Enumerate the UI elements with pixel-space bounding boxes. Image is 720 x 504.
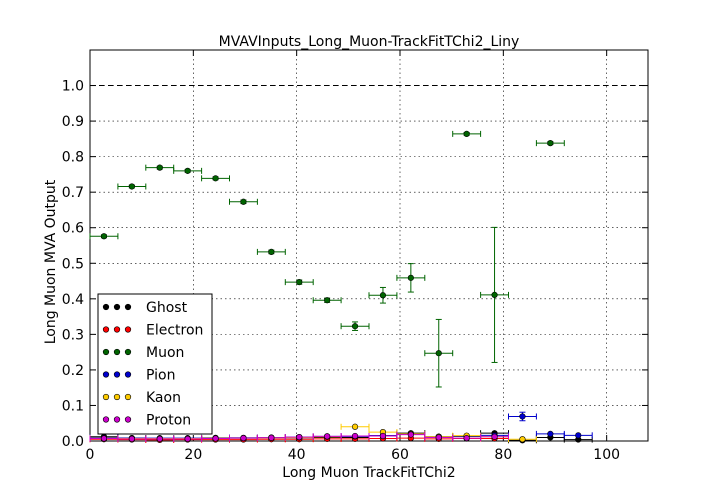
data-point — [435, 350, 442, 357]
legend-label: Proton — [146, 413, 191, 429]
data-point — [100, 435, 108, 442]
data-point — [324, 297, 331, 304]
legend-marker — [113, 303, 121, 311]
legend-marker — [124, 393, 132, 401]
x-tick-label: 0 — [86, 447, 95, 463]
y-tick-label: 0.7 — [62, 185, 84, 201]
legend-label: Electron — [146, 323, 203, 339]
data-point — [463, 435, 470, 442]
legend-marker — [102, 393, 110, 401]
y-tick-label: 0.3 — [62, 327, 84, 343]
legend-label: Pion — [146, 368, 175, 384]
plot-area: 0 20 40 60 80 100 0.0 0.1 0.2 0.3 0.4 0.5 0.6 0.7 0.8 0… — [62, 49, 649, 463]
data-point — [212, 435, 219, 442]
legend-item-muon: Muon — [102, 345, 184, 361]
data-point — [324, 433, 331, 440]
data-point — [184, 167, 191, 174]
legend-marker — [113, 416, 121, 423]
legend-item-ghost: Ghost — [102, 300, 188, 316]
data-point — [240, 198, 247, 205]
data-point — [491, 433, 498, 440]
y-tick-label: 0.1 — [62, 398, 84, 414]
data-point — [547, 140, 554, 147]
data-point — [268, 434, 275, 441]
legend-label: Muon — [146, 345, 184, 361]
legend-marker — [102, 303, 110, 311]
legend-marker — [113, 393, 121, 401]
series-proton — [89, 431, 509, 442]
data-point — [296, 279, 303, 286]
y-tick-label: 0.9 — [62, 114, 84, 130]
legend-box — [97, 293, 213, 435]
data-point — [212, 175, 219, 182]
legend-marker — [102, 348, 110, 356]
y-tick-label: 0.4 — [62, 292, 84, 308]
x-axis-label: Long Muon TrackFitTChi2 — [282, 465, 455, 481]
legend-marker — [124, 371, 132, 378]
x-tick-label: 20 — [184, 447, 202, 463]
data-point — [100, 233, 108, 240]
data-point — [407, 431, 414, 438]
data-point — [547, 430, 554, 437]
y-tick-label: 0.5 — [62, 256, 84, 272]
data-point — [435, 434, 442, 441]
legend-item-electron: Electron — [102, 323, 203, 339]
data-point — [351, 432, 359, 440]
data-point — [240, 435, 247, 442]
legend-marker — [124, 303, 132, 311]
legend-item-kaon: Kaon — [102, 390, 181, 406]
data-point — [491, 291, 498, 299]
x-tick-label: 80 — [494, 447, 512, 463]
y-tick-label: 0.8 — [62, 150, 84, 166]
x-tick-label: 40 — [288, 447, 306, 463]
data-point — [128, 183, 135, 190]
y-axis-label: Long Muon MVA Output — [43, 179, 59, 344]
data-point — [296, 433, 303, 441]
legend-marker — [113, 326, 121, 333]
data-point — [128, 435, 135, 442]
series-muon — [89, 130, 565, 388]
legend-marker — [124, 348, 132, 356]
data-point — [184, 435, 191, 442]
legend: Ghost Electron Muon Pion Kaon Proton — [97, 293, 213, 435]
y-tick-label: 1.0 — [62, 79, 84, 95]
legend-marker — [124, 326, 132, 333]
data-point — [575, 432, 582, 439]
data-point — [268, 248, 275, 255]
legend-marker — [113, 371, 121, 378]
legend-item-pion: Pion — [102, 368, 175, 384]
chart-title: MVAVInputs_Long_Muon-TrackFitTChi2_Liny — [219, 34, 520, 50]
data-point — [351, 323, 359, 330]
x-tick-label: 60 — [391, 447, 409, 463]
data-point — [351, 423, 359, 430]
legend-marker — [102, 371, 110, 378]
y-tick-label: 0.0 — [62, 434, 84, 450]
x-tick-label: 100 — [593, 447, 620, 463]
legend-label: Kaon — [146, 390, 181, 406]
legend-marker — [113, 348, 121, 356]
data-point — [156, 435, 163, 442]
legend-label: Ghost — [146, 300, 188, 316]
data-point — [407, 274, 414, 281]
data-point — [156, 164, 163, 171]
data-point — [379, 292, 387, 299]
data-point — [463, 130, 470, 137]
data-point — [519, 413, 526, 420]
data-point — [519, 436, 526, 443]
legend-item-proton: Proton — [102, 413, 191, 429]
legend-marker — [102, 416, 110, 423]
legend-marker — [124, 416, 132, 423]
y-tick-label: 0.6 — [62, 221, 84, 237]
legend-marker — [102, 326, 110, 333]
y-tick-label: 0.2 — [62, 363, 84, 379]
data-point — [379, 432, 387, 440]
